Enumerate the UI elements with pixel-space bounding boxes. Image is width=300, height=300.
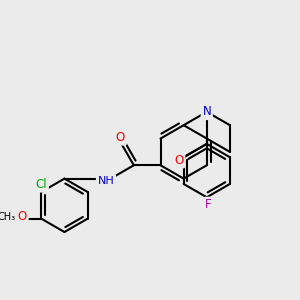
Text: CH₃: CH₃ bbox=[0, 212, 16, 222]
Text: O: O bbox=[174, 154, 184, 166]
Text: O: O bbox=[116, 131, 125, 144]
Text: NH: NH bbox=[98, 176, 114, 185]
Text: O: O bbox=[18, 210, 27, 223]
Text: N: N bbox=[202, 105, 211, 119]
Text: Cl: Cl bbox=[35, 178, 47, 191]
Text: F: F bbox=[206, 198, 212, 212]
